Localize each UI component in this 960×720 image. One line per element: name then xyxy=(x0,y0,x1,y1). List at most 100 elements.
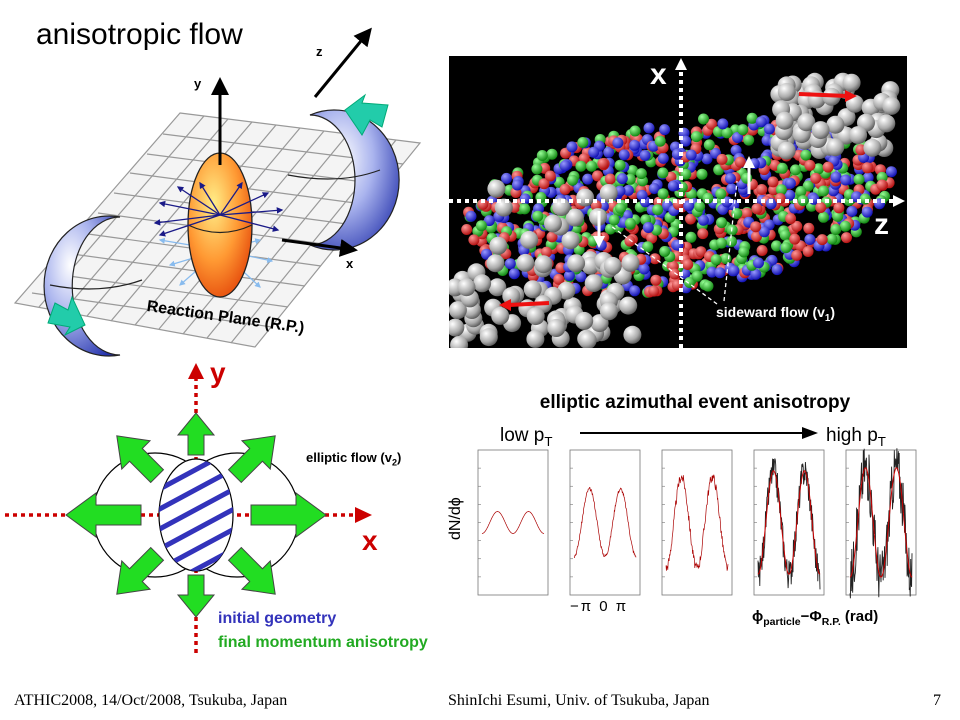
particle xyxy=(575,160,587,172)
particle xyxy=(566,141,578,153)
particle xyxy=(483,215,495,227)
particle xyxy=(741,172,753,184)
axis-label-z: z xyxy=(316,44,323,59)
spectator-particle xyxy=(603,256,622,275)
particle xyxy=(734,156,746,168)
spectator-particle xyxy=(811,121,830,140)
particle xyxy=(648,183,660,194)
particle xyxy=(706,266,718,278)
particle xyxy=(800,149,812,161)
spectator-particle xyxy=(489,236,508,255)
particle xyxy=(846,205,858,217)
particle xyxy=(861,206,873,218)
spectator-particle xyxy=(449,318,465,337)
particle xyxy=(657,167,669,179)
particle xyxy=(682,259,694,270)
particle xyxy=(588,146,600,158)
spectator-particle xyxy=(863,138,882,157)
sideward-flow-label: sideward flow (v1) xyxy=(716,304,836,324)
particle xyxy=(501,172,512,184)
spectator-particle xyxy=(584,274,603,293)
particle xyxy=(650,274,662,286)
spectator-particle xyxy=(599,184,618,202)
green-arrow-icon xyxy=(250,492,327,538)
particle xyxy=(717,118,729,130)
particle xyxy=(721,127,733,139)
particle xyxy=(553,273,565,285)
elliptic-flow-diagram xyxy=(5,363,372,653)
spectator-particle xyxy=(520,230,539,249)
particle-cloud xyxy=(449,58,905,348)
teal-arrow-icon xyxy=(344,93,389,136)
green-arrow-icon xyxy=(65,492,142,538)
spectator-particle xyxy=(491,306,510,325)
spectator-particle xyxy=(775,111,794,130)
dndphi-curve xyxy=(665,474,729,571)
particle xyxy=(803,222,815,234)
spectator-particle xyxy=(777,141,796,160)
plot-frame xyxy=(569,449,641,596)
green-arrow-icon xyxy=(116,546,165,595)
spectator-particle xyxy=(523,280,542,299)
spectator-particle xyxy=(516,253,535,272)
spectator-particle xyxy=(567,254,586,273)
particle xyxy=(779,229,791,241)
particle xyxy=(724,173,736,184)
particle xyxy=(592,170,603,182)
particle xyxy=(716,153,728,165)
fit-curve xyxy=(849,467,913,579)
particle xyxy=(608,214,620,226)
particle xyxy=(597,158,609,170)
spectator-particle xyxy=(576,188,595,207)
spectator-particle xyxy=(487,179,506,198)
particle xyxy=(603,146,615,158)
particle xyxy=(659,124,671,136)
particle xyxy=(504,258,516,270)
particle xyxy=(511,179,523,191)
particle xyxy=(765,198,777,210)
particle xyxy=(862,172,874,184)
particle xyxy=(771,264,783,276)
elliptic-flow-label: elliptic flow (v2) xyxy=(306,450,402,468)
particle xyxy=(771,240,782,252)
particle xyxy=(715,188,727,200)
spectator-particle xyxy=(565,208,584,227)
slide-title: anisotropic flow xyxy=(36,18,243,51)
spectator-particle xyxy=(882,96,901,115)
particle xyxy=(746,112,758,124)
particle xyxy=(657,188,669,200)
sim-axis-label-z: z xyxy=(874,208,889,241)
particle xyxy=(768,184,780,196)
green-arrow-icon xyxy=(176,412,216,456)
particle xyxy=(784,177,796,189)
footer-author: ShinIchi Esumi, Univ. of Tsukuba, Japan xyxy=(448,692,710,709)
spectator-particle xyxy=(561,231,580,250)
particle xyxy=(629,125,641,137)
particle xyxy=(830,224,842,235)
particle xyxy=(635,168,647,180)
spectator-particle xyxy=(578,331,597,348)
axis-label-x: x xyxy=(346,256,354,271)
particle xyxy=(616,173,628,185)
particle xyxy=(657,152,669,164)
spectator-particle xyxy=(621,253,640,272)
spectator-particle xyxy=(449,301,467,320)
particle xyxy=(691,270,703,282)
particle xyxy=(685,149,697,161)
particle xyxy=(685,213,696,225)
participant-zone xyxy=(187,152,253,298)
x-arrowhead-icon xyxy=(355,507,372,523)
momentum-arrows xyxy=(65,412,327,618)
particle xyxy=(741,207,753,219)
spectator-particle xyxy=(488,278,507,297)
particle xyxy=(775,184,787,196)
particle xyxy=(659,246,671,257)
particle xyxy=(685,231,697,243)
dndphi-curve xyxy=(849,448,913,599)
x-axis-label: ϕparticle−ΦR.P. (rad) xyxy=(752,608,879,628)
particle xyxy=(614,159,626,171)
particle xyxy=(546,148,558,160)
particle xyxy=(642,241,654,253)
particle xyxy=(767,176,779,188)
particle xyxy=(706,118,717,130)
